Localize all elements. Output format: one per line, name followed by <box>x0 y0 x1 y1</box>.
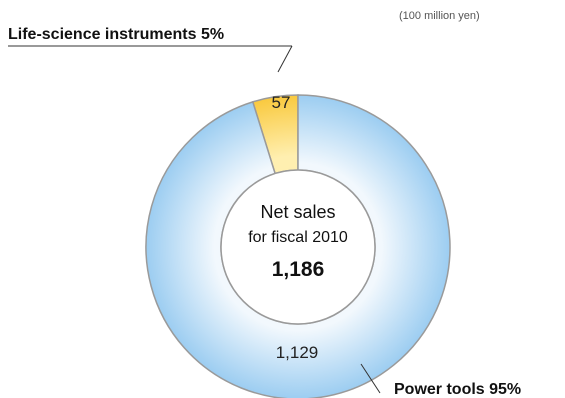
center-title-line2: for fiscal 2010 <box>248 229 348 246</box>
power-tools-leader-line <box>360 363 381 394</box>
donut-slices <box>145 94 451 398</box>
center-total-value: 1,186 <box>272 258 325 281</box>
donut-hole <box>220 169 376 325</box>
power-tools-callout: Power tools 95% <box>394 381 521 398</box>
power-tools-value-label: 1,129 <box>276 343 319 362</box>
center-title-line1: Net sales <box>260 202 335 222</box>
life-science-callout: Life-science instruments 5% <box>8 26 224 43</box>
unit-label: (100 million yen) <box>399 10 480 22</box>
life-science-leader-line <box>277 45 293 73</box>
life-science-value-label: 57 <box>272 93 291 112</box>
